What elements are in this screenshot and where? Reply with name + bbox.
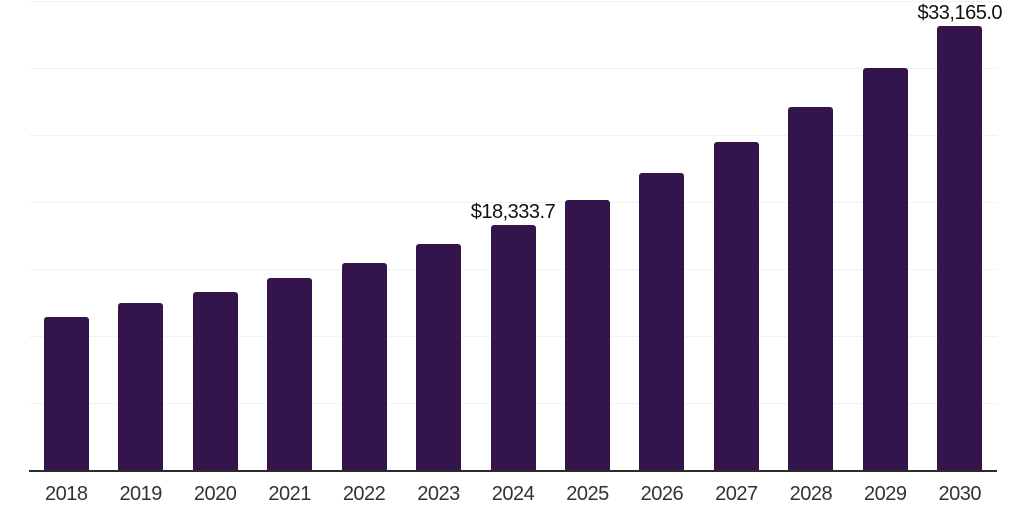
bar-2018 — [43, 317, 89, 470]
x-tick-2030: 2030 — [938, 483, 982, 505]
x-tick-2026: 2026 — [640, 483, 684, 505]
x-tick-2024: 2024 — [491, 483, 535, 505]
gridline-35000 — [29, 1, 997, 3]
x-tick-2028: 2028 — [789, 483, 833, 505]
bar-2021 — [267, 278, 313, 470]
x-tick-2022: 2022 — [342, 483, 386, 505]
x-tick-2019: 2019 — [119, 483, 162, 505]
x-tick-2029: 2029 — [864, 483, 907, 505]
value-label-2030: $33,165.0 — [917, 1, 1003, 24]
x-tick-2020: 2020 — [193, 483, 237, 505]
x-tick-2018: 2018 — [44, 483, 88, 505]
bar-2024 — [490, 224, 536, 470]
value-label-2024: $18,333.7 — [470, 200, 556, 223]
bar-2026 — [639, 173, 685, 470]
x-axis-line — [29, 470, 997, 472]
x-tick-2023: 2023 — [417, 483, 460, 505]
bar-2019 — [118, 303, 164, 470]
bar-2028 — [788, 107, 834, 470]
bar-2030 — [937, 25, 983, 470]
bar-2020 — [192, 292, 238, 470]
bar-2029 — [862, 67, 908, 470]
bar-2027 — [713, 142, 759, 470]
gridline-30000 — [29, 68, 997, 70]
gridline-20000 — [29, 202, 997, 204]
x-tick-2025: 2025 — [566, 483, 609, 505]
x-tick-2021: 2021 — [268, 483, 311, 505]
x-tick-2027: 2027 — [715, 483, 758, 505]
bar-2023 — [416, 244, 462, 470]
bar-2022 — [341, 263, 387, 470]
gridline-25000 — [29, 135, 997, 137]
bar-2025 — [564, 200, 610, 470]
